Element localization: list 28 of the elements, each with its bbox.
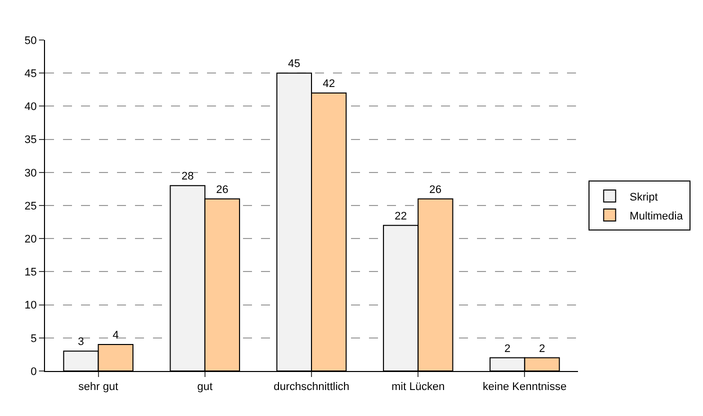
y-tick-label: 30 xyxy=(24,167,37,180)
x-tick-label: keine Kenntnisse xyxy=(482,381,567,394)
y-tick-label: 0 xyxy=(30,366,37,378)
x-tick-label: mit Lücken xyxy=(392,381,445,394)
y-tick-label: 10 xyxy=(24,300,37,312)
x-tick-label: durchschnittlich xyxy=(274,381,350,394)
data-label: 42 xyxy=(322,78,335,90)
data-label: 2 xyxy=(538,342,546,355)
y-tick-label: 25 xyxy=(24,200,37,212)
legend-label: Skript xyxy=(630,191,658,204)
data-label: 26 xyxy=(429,184,442,196)
data-label: 22 xyxy=(394,210,407,222)
data-label: 28 xyxy=(181,170,194,183)
y-tick-label: 35 xyxy=(24,134,37,146)
x-tick-label: sehr gut xyxy=(78,381,118,394)
data-label: 45 xyxy=(288,58,300,70)
data-label: 3 xyxy=(78,336,84,348)
y-tick-label: 15 xyxy=(24,266,37,279)
data-label: 26 xyxy=(216,184,228,196)
y-tick-label: 45 xyxy=(24,68,37,80)
data-label: 2 xyxy=(504,342,510,355)
legend-label: Multimedia xyxy=(630,210,684,222)
data-label: 4 xyxy=(112,330,119,342)
y-tick-label: 20 xyxy=(24,233,37,246)
y-tick-label: 5 xyxy=(30,332,37,345)
y-tick-label: 50 xyxy=(24,34,37,47)
y-tick-label: 40 xyxy=(24,101,37,114)
x-tick-label: gut xyxy=(197,381,213,394)
